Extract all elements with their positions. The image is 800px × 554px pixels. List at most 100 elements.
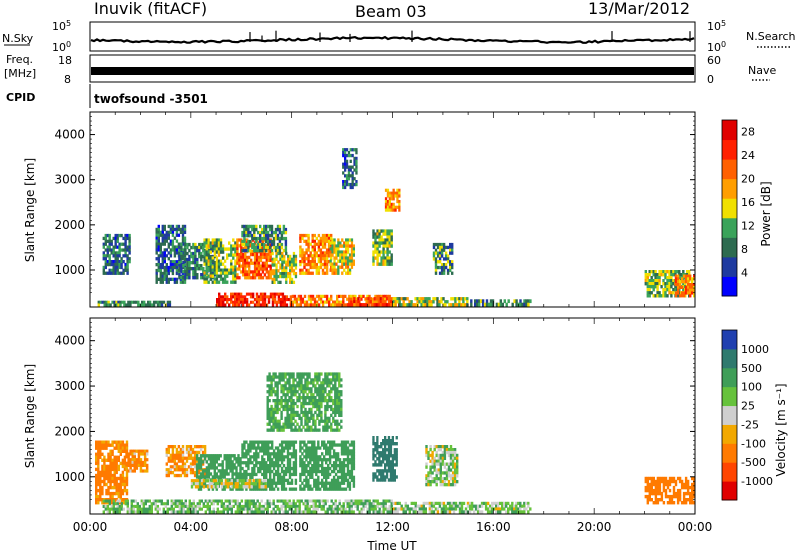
data-cell [305,303,309,307]
data-cell [390,504,393,508]
data-cell [278,472,282,477]
data-cell [243,227,246,232]
data-cell [376,250,379,254]
data-cell [330,487,334,491]
data-cell [442,297,445,301]
data-cell [322,507,325,511]
data-cell [368,502,371,506]
data-cell [276,466,280,471]
data-cell [393,469,396,473]
data-cell [97,467,100,472]
data-cell [178,264,181,268]
data-cell [386,253,389,257]
data-cell [236,258,239,262]
data-cell [272,487,276,491]
data-cell [523,299,526,304]
data-cell [119,476,122,481]
data-cell [288,475,292,479]
data-cell [280,461,284,465]
data-cell [181,456,185,460]
data-cell [658,276,661,280]
data-cell [261,300,265,304]
data-cell [382,256,385,260]
data-cell [330,233,333,238]
data-cell [327,245,331,249]
data-cell [321,294,325,298]
data-cell [203,450,207,455]
data-cell [213,250,217,254]
data-cell [118,510,121,514]
data-cell [309,458,312,462]
data-cell [376,439,379,443]
data-cell [239,292,243,296]
data-cell [348,244,352,248]
data-cell [115,303,118,307]
data-cell [105,443,108,447]
data-cell [237,298,241,302]
data-cell [480,501,484,505]
data-cell [172,507,175,511]
data-cell [259,248,262,253]
data-cell [232,253,235,257]
data-cell [350,250,354,254]
data-cell [234,253,237,257]
data-cell [194,242,197,247]
data-cell [278,245,282,250]
data-cell [282,458,286,462]
data-cell [394,194,397,198]
data-cell [330,510,333,514]
data-cell [182,510,185,514]
data-cell [157,242,160,246]
data-cell [317,464,320,468]
data-cell [109,452,112,456]
data-cell [352,253,355,257]
data-cell [674,288,677,292]
data-cell [159,265,162,270]
data-cell [268,224,272,229]
data-cell [294,464,298,468]
data-cell [305,251,308,255]
data-cell [268,390,271,394]
data-cell [120,265,123,270]
data-cell [418,300,421,304]
data-cell [208,485,212,489]
data-cell [201,469,205,473]
data-cell [380,262,383,266]
data-cell [325,452,328,456]
data-cell [349,185,352,190]
data-cell [255,273,259,277]
data-cell [317,455,320,459]
data-cell [326,510,329,514]
data-cell [352,262,355,266]
data-cell [315,461,318,465]
data-cell [376,436,379,440]
data-cell [111,464,114,469]
data-cell [345,244,348,248]
data-cell [114,507,117,511]
data-cell [328,458,332,462]
data-cell [312,510,315,514]
data-cell [324,502,327,506]
data-cell [654,282,657,286]
data-cell [282,230,286,235]
data-cell [693,294,696,298]
data-cell [345,159,349,163]
data-cell [350,440,354,444]
data-cell [269,469,272,474]
data-cell [265,270,268,274]
data-cell [188,257,191,262]
data-cell [206,507,209,511]
data-cell [220,303,223,307]
data-cell [404,297,407,301]
data-cell [223,259,227,263]
data-cell [239,472,242,476]
nsky-label: N.Sky [2,32,34,45]
data-cell [436,260,440,264]
data-cell [346,502,349,506]
data-cell [291,294,295,298]
data-cell [460,297,463,301]
data-cell [325,297,329,301]
data-cell [245,300,249,304]
data-cell [278,478,282,482]
data-cell [241,443,244,447]
